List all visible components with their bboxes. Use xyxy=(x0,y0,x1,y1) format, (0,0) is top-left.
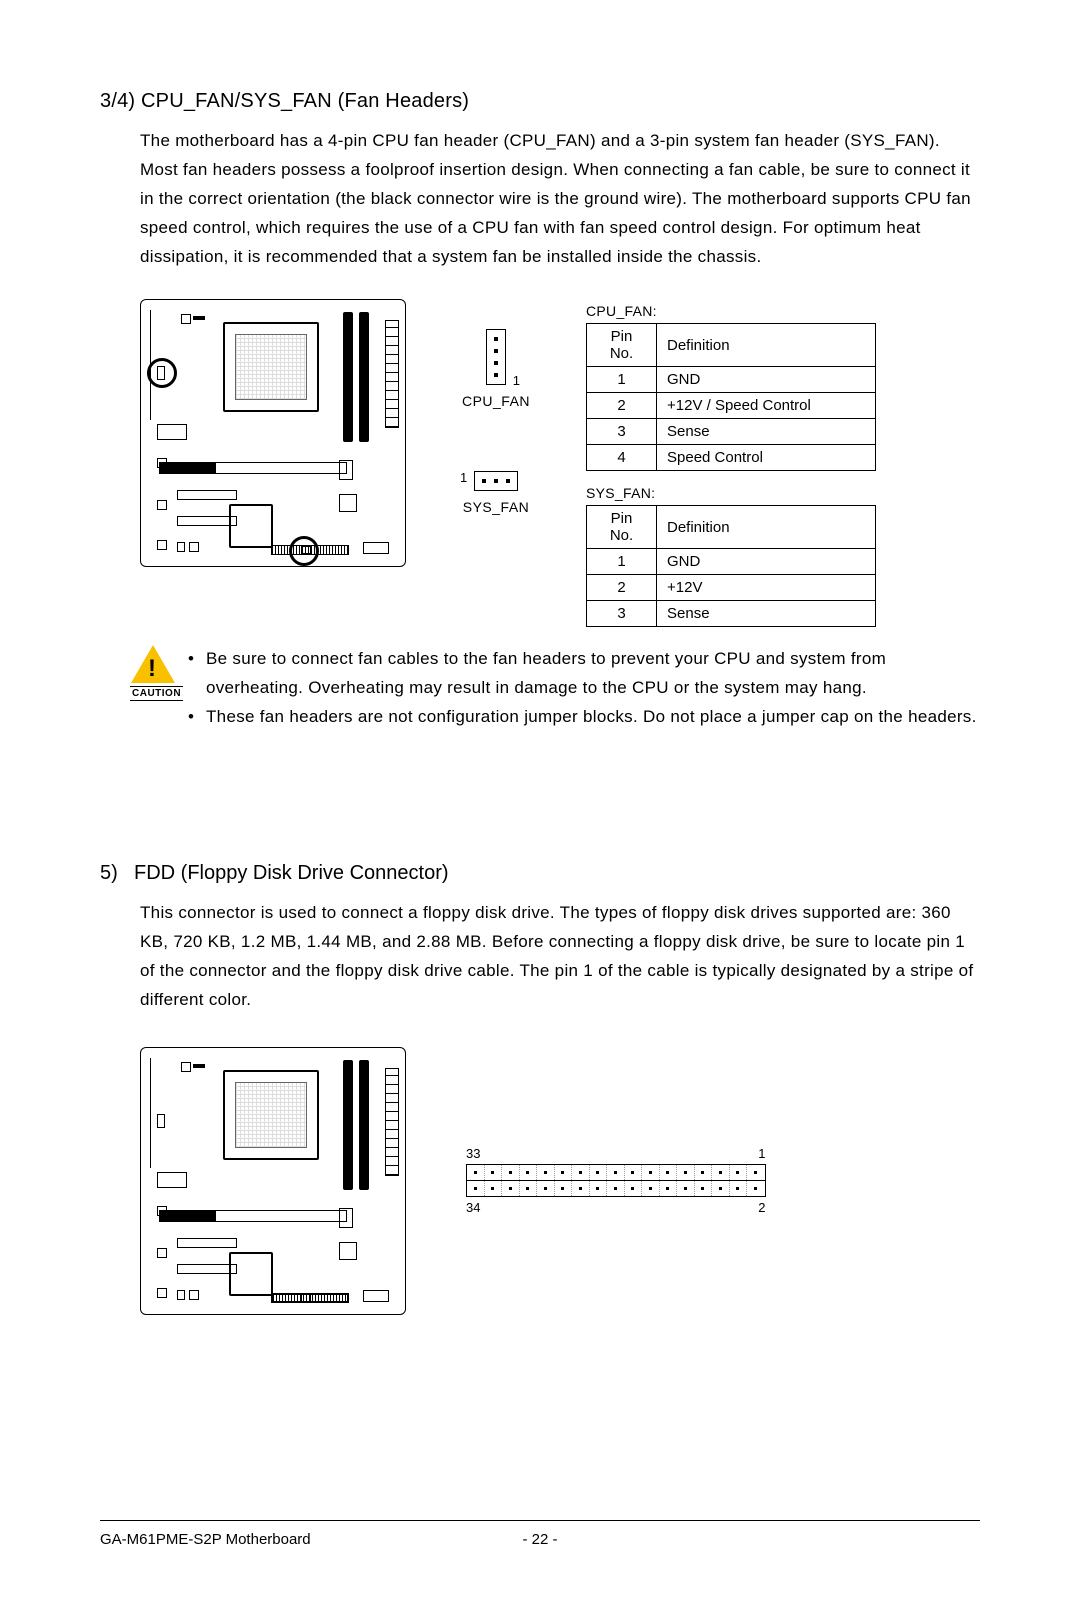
pin-tables: CPU_FAN: Pin No.Definition 1GND 2+12V / … xyxy=(586,299,980,627)
table-row: 2+12V / Speed Control xyxy=(587,393,876,419)
footer-page-number: - 22 - xyxy=(500,1531,580,1548)
caution-block: CAUTION Be sure to connect fan cables to… xyxy=(130,645,980,732)
cpu-fan-table: Pin No.Definition 1GND 2+12V / Speed Con… xyxy=(586,323,876,471)
table-header: Pin No. xyxy=(587,506,657,549)
fan-figure-row: 1 CPU_FAN 1 SYS_FAN CPU_FAN: Pin No.Defi… xyxy=(140,299,980,627)
caution-label: CAUTION xyxy=(130,686,183,701)
page-footer: GA-M61PME-S2P Motherboard - 22 - xyxy=(100,1520,980,1548)
pin-number: 34 xyxy=(466,1200,480,1215)
sys-fan-label: SYS_FAN xyxy=(463,499,530,515)
caution-list: Be sure to connect fan cables to the fan… xyxy=(188,645,980,732)
pin-one-marker: 1 xyxy=(460,470,467,485)
pin-number: 1 xyxy=(758,1146,765,1161)
table-header: Definition xyxy=(657,324,876,367)
pin-diagrams: 1 CPU_FAN 1 SYS_FAN xyxy=(426,299,566,627)
pin-number: 33 xyxy=(466,1146,480,1161)
cpu-fan-pin-diagram: 1 xyxy=(486,329,506,385)
table-row: 3Sense xyxy=(587,601,876,627)
cpu-fan-label: CPU_FAN xyxy=(462,393,530,409)
fdd-figure-row: 33 1 34 2 xyxy=(140,1047,980,1315)
table-row: 1GND xyxy=(587,367,876,393)
section-title: 5)FDD (Floppy Disk Drive Connector) xyxy=(100,862,980,885)
table-row: 1GND xyxy=(587,549,876,575)
table-row: 4Speed Control xyxy=(587,445,876,471)
table-header: Pin No. xyxy=(587,324,657,367)
section-fan-headers: 3/4) CPU_FAN/SYS_FAN (Fan Headers) The m… xyxy=(100,90,980,732)
page-content: 3/4) CPU_FAN/SYS_FAN (Fan Headers) The m… xyxy=(0,0,1080,1315)
sys-fan-location-marker xyxy=(289,536,319,566)
footer-left: GA-M61PME-S2P Motherboard xyxy=(100,1531,500,1548)
section-title-text: FDD (Floppy Disk Drive Connector) xyxy=(134,862,449,884)
section-fdd: 5)FDD (Floppy Disk Drive Connector) This… xyxy=(100,862,980,1315)
sys-fan-table: Pin No.Definition 1GND 2+12V 3Sense xyxy=(586,505,876,627)
caution-icon: CAUTION xyxy=(130,645,176,701)
table-row: 3Sense xyxy=(587,419,876,445)
list-item: Be sure to connect fan cables to the fan… xyxy=(188,645,980,703)
pin-one-marker: 1 xyxy=(513,373,520,388)
motherboard-diagram xyxy=(140,299,406,567)
motherboard-diagram xyxy=(140,1047,406,1315)
section-body: The motherboard has a 4-pin CPU fan head… xyxy=(140,127,980,271)
sys-fan-pin-diagram: 1 xyxy=(474,471,518,491)
table-header: Definition xyxy=(657,506,876,549)
list-item: These fan headers are not configuration … xyxy=(188,703,980,732)
fdd-connector-diagram: 33 1 34 2 xyxy=(466,1164,766,1197)
section-body: This connector is used to connect a flop… xyxy=(140,899,980,1015)
pin-number: 2 xyxy=(758,1200,765,1215)
section-number: 5) xyxy=(100,862,134,885)
table-row: 2+12V xyxy=(587,575,876,601)
cpu-fan-table-caption: CPU_FAN: xyxy=(586,303,980,319)
section-title: 3/4) CPU_FAN/SYS_FAN (Fan Headers) xyxy=(100,90,980,113)
sys-fan-table-caption: SYS_FAN: xyxy=(586,485,980,501)
